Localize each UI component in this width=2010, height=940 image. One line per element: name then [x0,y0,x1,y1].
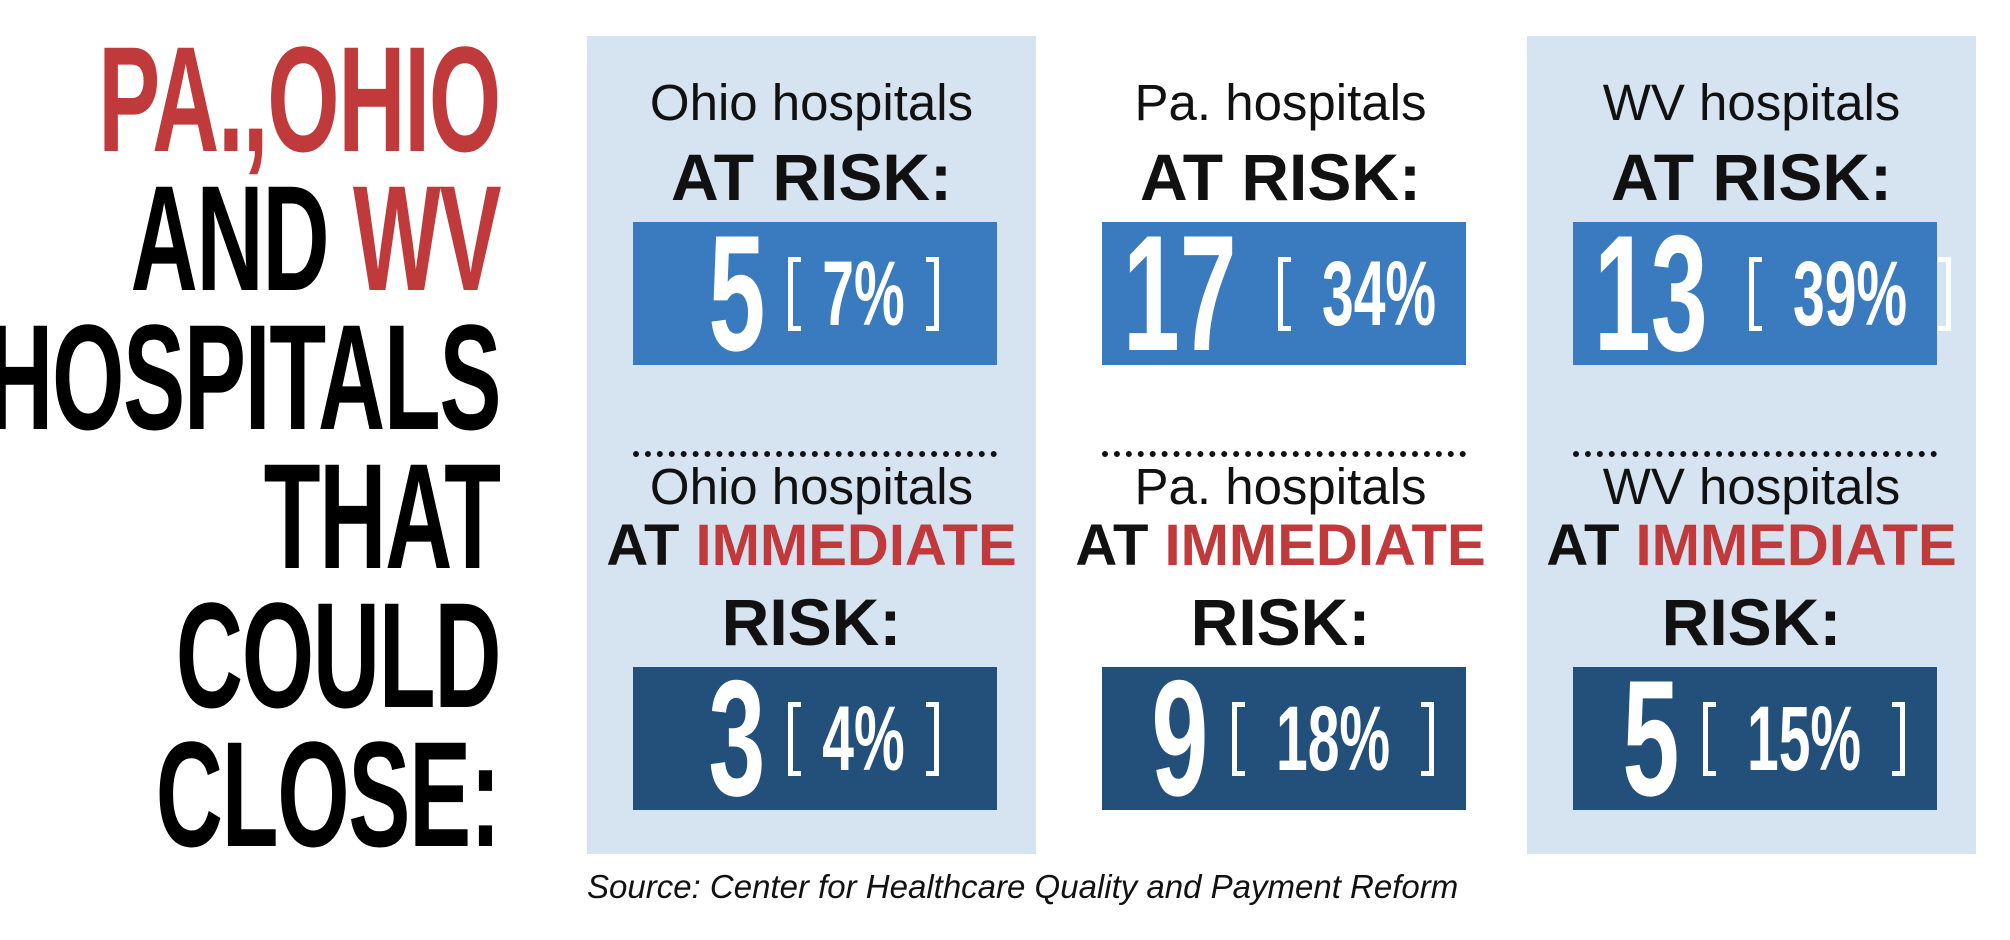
headline-line: COULD [176,580,502,730]
headline-word: COULD [175,571,502,739]
bracket [788,701,802,776]
headline-word: WV [352,154,502,322]
divider [633,451,997,457]
risk-heading: RISK: [721,585,902,659]
count: 17 [1123,201,1237,385]
bracket [1466,256,1480,331]
share: 4% [822,687,906,790]
risk-heading: RISK: [1190,585,1371,659]
headline-word: AND [130,154,329,322]
risk-heading: AT IMMEDIATE [587,512,1036,579]
bracket [926,256,940,331]
heading-highlight: IMMEDIATE [1164,513,1486,578]
group-label: Ohio hospitals [649,74,974,131]
heading-highlight: IMMEDIATE [1635,513,1957,578]
count-box: 5 7% [633,211,997,376]
risk-heading: AT IMMEDIATE [1527,512,1976,579]
risk-heading: AT IMMEDIATE [1056,512,1505,579]
headline-word: CLOSE: [156,710,501,878]
count-box: 13 39% [1573,211,1951,376]
risk-heading: AT RISK: [1610,140,1893,214]
bracket [1937,256,1951,331]
bracket [1748,256,1762,331]
share: 39% [1792,242,1907,345]
source: Source: Center for Healthcare Quality an… [587,868,1459,905]
bracket [926,701,940,776]
group-label: Pa. hospitals [1134,74,1427,131]
count-box: 17 34% [1102,211,1480,376]
heading-highlight: IMMEDIATE [695,513,1017,578]
column-panel: Pa. hospitals AT RISK: 17 34% Pa. hospitals A… [1056,36,1505,854]
share-group: 39% [1748,242,1951,345]
share-group: 18% [1231,687,1434,790]
headline-word: HOSPITALS [0,293,501,461]
bracket [1231,701,1245,776]
headline-line: THAT [264,441,501,591]
risk-heading: AT RISK: [670,140,953,214]
bracket [1702,701,1716,776]
headline-word: THAT [263,432,501,600]
share-group: 4% [788,687,940,790]
count: 5 [1622,646,1680,830]
column-panel: Ohio hospitals AT RISK: 5 7% Ohio hospitals A… [587,36,1036,854]
group-label: WV hospitals [1602,74,1901,131]
headline-word: PA.,OHIO [98,15,501,183]
bracket [788,256,802,331]
share: 7% [822,242,906,345]
share-group: 7% [788,242,940,345]
bracket [1891,701,1905,776]
share-group: 34% [1277,242,1480,345]
count: 3 [708,646,765,830]
share: 18% [1275,687,1390,790]
heading-prefix: AT [1546,513,1620,578]
share-group: 15% [1702,687,1905,790]
group-label: Ohio hospitals [649,458,974,515]
count-box: 5 15% [1573,656,1937,821]
group-label: WV hospitals [1602,458,1901,515]
headline-line: HOSPITALS [0,302,501,452]
headline-line: PA.,OHIO [98,24,501,174]
risk-heading: RISK: [1661,585,1842,659]
count: 13 [1594,201,1708,385]
headline-line: CLOSE: [156,719,501,869]
bracket [1420,701,1434,776]
share: 34% [1321,242,1436,345]
heading-prefix: AT [1075,513,1149,578]
count-box: 3 4% [633,656,997,821]
divider [1102,451,1466,457]
count-box: 9 18% [1102,656,1466,821]
headline-line: AND WV [130,163,501,313]
risk-heading: AT RISK: [1139,140,1422,214]
count: 9 [1151,646,1209,830]
divider [1573,451,1937,457]
share: 15% [1746,687,1861,790]
column-panel: WV hospitals AT RISK: 13 39% WV hospitals AT … [1527,36,1976,854]
count: 5 [708,201,765,385]
group-label: Pa. hospitals [1134,458,1427,515]
bracket [1277,256,1291,331]
heading-prefix: AT [606,513,680,578]
